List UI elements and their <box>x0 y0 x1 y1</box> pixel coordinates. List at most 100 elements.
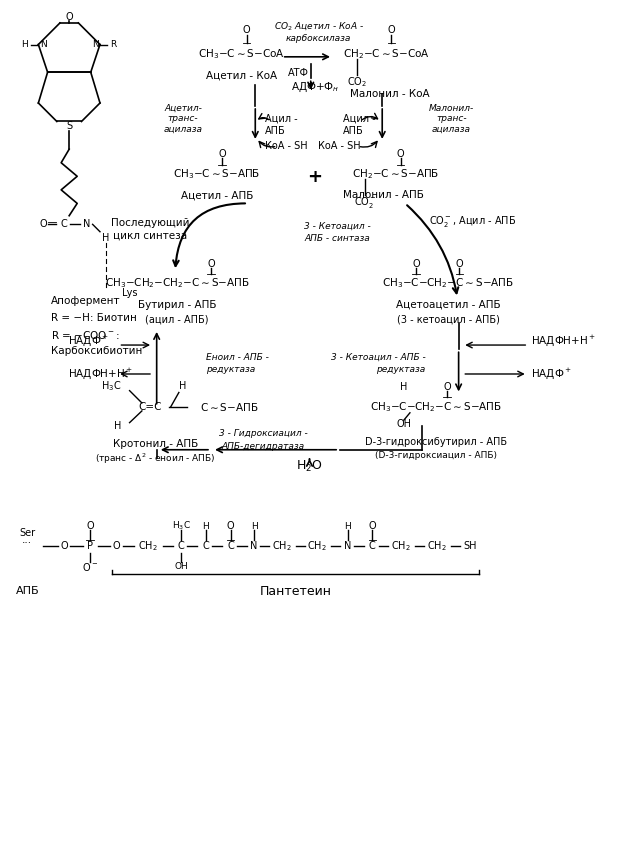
Text: редуктаза: редуктаза <box>376 365 425 375</box>
Text: CH$_2$: CH$_2$ <box>138 540 158 554</box>
Text: ...: ... <box>22 535 32 545</box>
Text: O: O <box>243 25 251 35</box>
Text: R: R <box>110 40 116 49</box>
Text: O$^-$: O$^-$ <box>82 561 98 573</box>
Text: 3 - Кетоацил -: 3 - Кетоацил - <box>304 221 371 231</box>
Text: H$_3$C: H$_3$C <box>102 380 121 394</box>
Text: O: O <box>368 521 376 531</box>
Text: Ацетил-
транс-
ацилаза: Ацетил- транс- ацилаза <box>163 104 202 133</box>
Text: O: O <box>86 521 94 531</box>
Text: CO$_2$ Ацетил - КоА -: CO$_2$ Ацетил - КоА - <box>274 20 364 32</box>
Text: H$_2$O: H$_2$O <box>297 458 322 474</box>
Text: (3 - кетоацил - АПБ): (3 - кетоацил - АПБ) <box>397 314 500 324</box>
Text: H: H <box>103 233 110 243</box>
Text: Lys: Lys <box>121 288 137 298</box>
Text: O: O <box>456 259 463 269</box>
Text: Малонил - КоА: Малонил - КоА <box>350 89 430 99</box>
Text: АПБ - синтаза: АПБ - синтаза <box>305 234 370 243</box>
Text: CH$_2$−C$\sim$S−CoA: CH$_2$−C$\sim$S−CoA <box>343 47 430 61</box>
Text: CH$_3$−C−CH$_2$−C$\sim$S−АПБ: CH$_3$−C−CH$_2$−C$\sim$S−АПБ <box>370 400 502 413</box>
Text: CH$_3$−CH$_2$−CH$_2$−C$\sim$S−АПБ: CH$_3$−CH$_2$−CH$_2$−C$\sim$S−АПБ <box>105 277 249 291</box>
Text: H: H <box>202 522 209 530</box>
Text: O: O <box>227 521 235 531</box>
Text: редуктаза: редуктаза <box>206 365 255 375</box>
Text: НАДФН+Н$^+$: НАДФН+Н$^+$ <box>531 334 597 349</box>
Text: Ацетил - АПБ: Ацетил - АПБ <box>181 190 253 201</box>
Text: CH$_2$−C$\sim$S−АПБ: CH$_2$−C$\sim$S−АПБ <box>352 167 439 181</box>
Text: Ацил -: Ацил - <box>265 113 298 124</box>
Text: H: H <box>344 522 351 530</box>
Text: Ацетоацетил - АПБ: Ацетоацетил - АПБ <box>396 300 501 310</box>
Text: R = −COO$^-$:: R = −COO$^-$: <box>51 330 119 341</box>
Text: H: H <box>114 421 121 432</box>
Text: НАДФН+Н$^+$: НАДФН+Н$^+$ <box>68 367 133 381</box>
Text: Бутирил - АПБ: Бутирил - АПБ <box>138 300 216 310</box>
Text: C: C <box>227 541 234 551</box>
Text: +: + <box>307 168 322 186</box>
Text: SH: SH <box>463 541 477 551</box>
Text: (транс - Δ$^2$ - еноил - АПБ): (транс - Δ$^2$ - еноил - АПБ) <box>95 452 216 465</box>
Text: Последующий
цикл синтеза: Последующий цикл синтеза <box>111 219 190 240</box>
Text: Кротонил - АПБ: Кротонил - АПБ <box>113 439 198 449</box>
Text: Малонил - АПБ: Малонил - АПБ <box>343 190 423 201</box>
Text: Ацил -: Ацил - <box>344 113 376 124</box>
Text: C: C <box>61 220 67 229</box>
Text: CO$_2$: CO$_2$ <box>347 75 367 89</box>
Text: P: P <box>87 541 93 551</box>
Text: 3 - Гидроксиацил -: 3 - Гидроксиацил - <box>219 429 308 439</box>
Text: O: O <box>66 12 73 22</box>
Text: АПБ: АПБ <box>15 586 39 596</box>
Text: O: O <box>207 259 215 269</box>
Text: H: H <box>22 40 28 49</box>
Text: (D-3-гидроксиацил - АПБ): (D-3-гидроксиацил - АПБ) <box>375 452 497 460</box>
Text: N: N <box>40 40 46 49</box>
Text: OH: OH <box>396 419 411 429</box>
Text: H: H <box>400 382 407 392</box>
Text: CH$_2$: CH$_2$ <box>426 540 446 554</box>
Text: N: N <box>83 220 90 229</box>
Text: 3 - Кетоацил - АПБ -: 3 - Кетоацил - АПБ - <box>331 353 425 362</box>
Text: АДФ+Ф$_н$: АДФ+Ф$_н$ <box>292 81 340 94</box>
Text: D-3-гидроксибутирил - АПБ: D-3-гидроксибутирил - АПБ <box>365 438 507 447</box>
Text: АТФ: АТФ <box>288 68 309 79</box>
Text: НАДФ$^+$: НАДФ$^+$ <box>68 334 109 349</box>
Text: O: O <box>40 220 47 229</box>
Text: Ser: Ser <box>19 528 35 538</box>
Text: O: O <box>397 149 404 159</box>
Text: CO$_2^-$: CO$_2^-$ <box>353 195 376 210</box>
Text: Ацетил - КоА: Ацетил - КоА <box>206 70 277 80</box>
Text: H: H <box>179 381 186 391</box>
Text: CH$_2$: CH$_2$ <box>391 540 410 554</box>
Text: (ацил - АПБ): (ацил - АПБ) <box>145 314 209 324</box>
Text: CH$_3$−C$\sim$S−CoA: CH$_3$−C$\sim$S−CoA <box>199 47 285 61</box>
Text: C=C: C=C <box>139 401 162 412</box>
Text: CH$_3$−C$\sim$S−АПБ: CH$_3$−C$\sim$S−АПБ <box>173 167 261 181</box>
Text: O: O <box>113 541 121 551</box>
Text: H: H <box>251 522 258 530</box>
Text: карбоксилаза: карбоксилаза <box>286 34 352 43</box>
Text: CH$_3$−C−CH$_2$−C$\sim$S−АПБ: CH$_3$−C−CH$_2$−C$\sim$S−АПБ <box>382 277 514 291</box>
Text: CH$_2$: CH$_2$ <box>307 540 327 554</box>
Text: Еноил - АПБ -: Еноил - АПБ - <box>206 353 269 362</box>
Text: OH: OH <box>175 562 188 571</box>
Text: C$\sim$S−АПБ: C$\sim$S−АПБ <box>200 400 258 413</box>
Text: H$_3$C: H$_3$C <box>172 520 191 532</box>
Text: КоА - SH: КоА - SH <box>318 141 360 151</box>
Text: R = −H: Биотин: R = −H: Биотин <box>51 313 137 323</box>
Text: C: C <box>202 541 209 551</box>
Text: S: S <box>66 121 72 131</box>
Text: O: O <box>443 382 451 392</box>
Text: O: O <box>61 541 68 551</box>
Text: КоА - SH: КоА - SH <box>265 141 308 151</box>
Text: O: O <box>412 259 420 269</box>
Text: CH$_2$: CH$_2$ <box>272 540 292 554</box>
Text: Малонил-
транс-
ацилаза: Малонил- транс- ацилаза <box>428 104 474 133</box>
Text: Апофермент: Апофермент <box>51 297 120 306</box>
Text: АПБ: АПБ <box>344 125 364 136</box>
Text: CO$_2^-$, Ацил - АПБ: CO$_2^-$, Ацил - АПБ <box>429 215 516 229</box>
Text: АПБ-дегидратаза: АПБ-дегидратаза <box>222 441 305 451</box>
Text: C: C <box>369 541 376 551</box>
Text: N: N <box>250 541 258 551</box>
Text: Пантетеин: Пантетеин <box>260 585 332 598</box>
Text: N: N <box>92 40 98 49</box>
